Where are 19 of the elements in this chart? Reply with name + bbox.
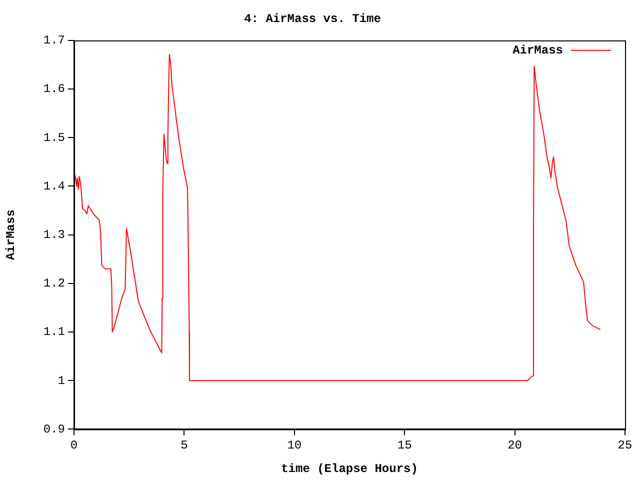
y-tick-label: 1.5 xyxy=(43,130,65,145)
y-tick-label: 1 xyxy=(58,374,65,388)
y-tick-label: 1.1 xyxy=(43,325,65,340)
chart-title: 4: AirMass vs. Time xyxy=(244,12,381,26)
y-tick-label: 1.6 xyxy=(43,82,65,96)
x-tick-label: 0 xyxy=(70,438,78,453)
y-axis-title: AirMass xyxy=(4,210,18,260)
y-tick-label: 1.4 xyxy=(43,179,65,194)
x-tick-label: 10 xyxy=(287,438,302,453)
x-tick-label: 15 xyxy=(397,438,412,453)
x-tick-label: 25 xyxy=(618,438,632,453)
y-tick-label: 1.7 xyxy=(43,34,65,48)
y-tick-label: 0.9 xyxy=(43,422,65,436)
x-tick-label: 20 xyxy=(508,438,522,453)
x-tick-label: 5 xyxy=(180,438,188,453)
x-axis-title: time (Elapse Hours) xyxy=(281,462,418,476)
y-tick-label: 1.2 xyxy=(43,276,65,291)
y-tick-label: 1.3 xyxy=(43,228,65,242)
legend-label: AirMass xyxy=(512,43,563,58)
